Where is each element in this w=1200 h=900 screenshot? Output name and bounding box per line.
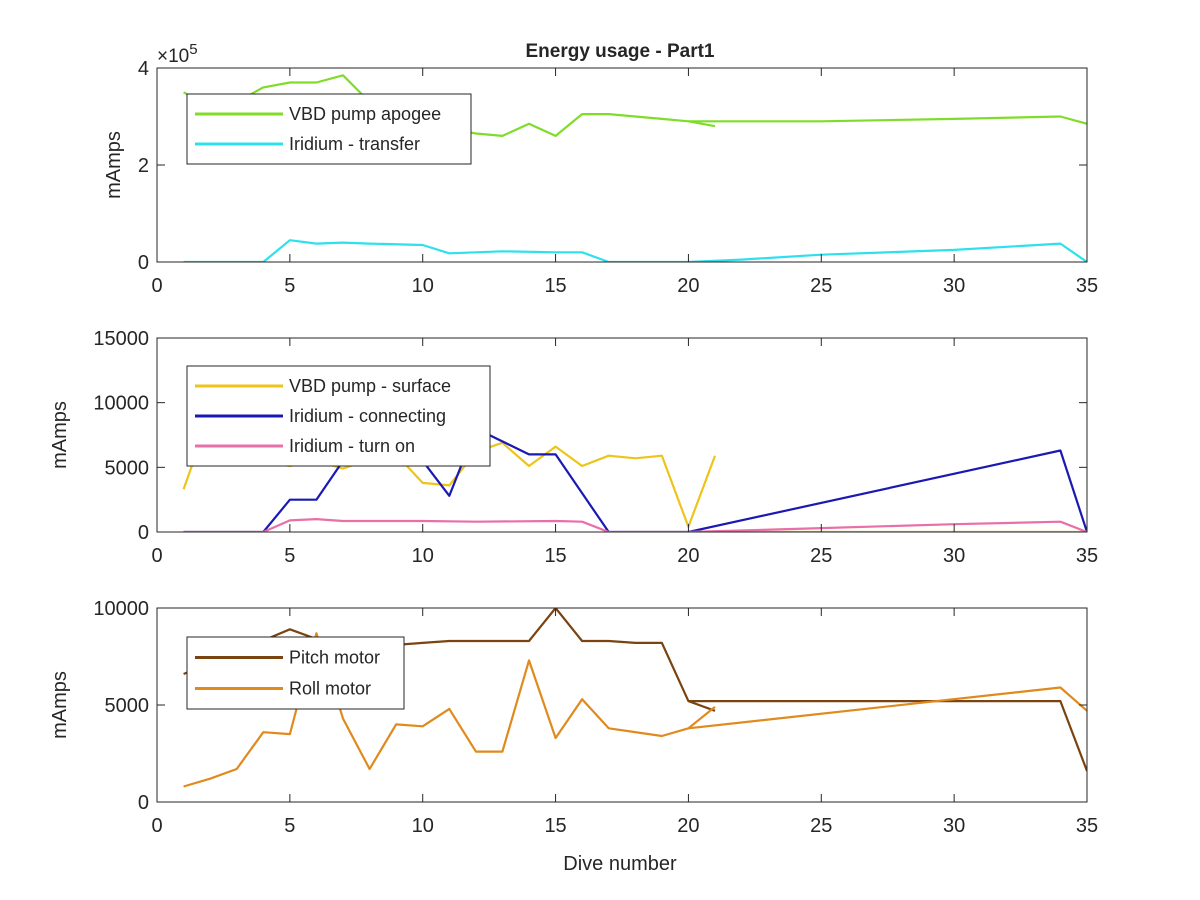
x-tick-label: 20 bbox=[677, 545, 699, 567]
legend-box bbox=[186, 93, 472, 165]
y-exponent-power: 5 bbox=[189, 41, 197, 58]
x-tick-label: 35 bbox=[1076, 815, 1098, 837]
y-axis-label: mAmps bbox=[49, 401, 71, 469]
x-tick-label: 10 bbox=[412, 815, 434, 837]
legend: Pitch motor Roll motor bbox=[186, 636, 405, 710]
x-tick-label: 5 bbox=[284, 275, 295, 297]
y-axis-label: mAmps bbox=[103, 131, 125, 199]
series-line-iridium-turn-on bbox=[183, 517, 1087, 532]
x-tick-label: 25 bbox=[810, 815, 832, 837]
x-tick-label: 20 bbox=[677, 275, 699, 297]
series-line-segment-3 bbox=[688, 686, 1087, 730]
y-tick-label: 0 bbox=[138, 252, 149, 274]
x-tick-label: 15 bbox=[544, 275, 566, 297]
y-tick-label: 0 bbox=[138, 792, 149, 814]
x-tick-label: 10 bbox=[412, 545, 434, 567]
y-tick-label: 4 bbox=[138, 58, 149, 80]
series-line-iridium-transfer bbox=[183, 239, 1087, 262]
series-line-roll-motor bbox=[183, 632, 716, 788]
axes-box bbox=[156, 337, 1088, 533]
legend-label: VBD pump - surface bbox=[289, 376, 451, 396]
y-tick-label: 2 bbox=[138, 155, 149, 177]
x-tick-label: 5 bbox=[284, 545, 295, 567]
series-line-iridium-connecting bbox=[183, 427, 1087, 532]
series-line-segment-1 bbox=[688, 115, 1087, 125]
y-tick-label: 15000 bbox=[93, 328, 149, 350]
legend-box bbox=[186, 636, 405, 710]
x-tick-label: 0 bbox=[151, 545, 162, 567]
legend-label: Pitch motor bbox=[289, 648, 380, 668]
x-tick-label: 5 bbox=[284, 815, 295, 837]
legend-label: Roll motor bbox=[289, 679, 371, 699]
x-axis-label: Dive number bbox=[563, 853, 677, 875]
x-tick-label: 35 bbox=[1076, 545, 1098, 567]
y-axis-label: mAmps bbox=[49, 671, 71, 739]
series-line-segment-1 bbox=[688, 699, 1087, 772]
axes-panel-3: 0 5 10 15 20 25 30 35 0 5000 10000 mAmps Pitch motor… bbox=[49, 598, 1098, 837]
x-tick-label: 30 bbox=[943, 275, 965, 297]
x-tick-label: 15 bbox=[544, 815, 566, 837]
axes-panel-2: 0 5 10 15 20 25 30 35 0 5000 10000 15000 mAmps VBD pu… bbox=[49, 328, 1098, 567]
figure-title: Energy usage - Part1 bbox=[525, 41, 714, 62]
legend-label: Iridium - turn on bbox=[289, 436, 415, 456]
x-tick-label: 30 bbox=[943, 815, 965, 837]
y-tick-label: 10000 bbox=[93, 393, 149, 415]
x-tick-label: 0 bbox=[151, 275, 162, 297]
x-tick-label: 35 bbox=[1076, 275, 1098, 297]
legend: VBD pump - surface Iridium - connecting Ir… bbox=[186, 365, 491, 467]
x-tick-label: 20 bbox=[677, 815, 699, 837]
x-tick-label: 10 bbox=[412, 275, 434, 297]
y-tick-label: 5000 bbox=[105, 457, 150, 479]
x-tick-label: 25 bbox=[810, 545, 832, 567]
y-tick-label: 5000 bbox=[105, 695, 150, 717]
y-tick-label: 10000 bbox=[93, 598, 149, 620]
x-tick-label: 0 bbox=[151, 815, 162, 837]
x-tick-label: 15 bbox=[544, 545, 566, 567]
x-tick-label: 25 bbox=[810, 275, 832, 297]
y-tick-label: 0 bbox=[138, 522, 149, 544]
legend-label: Iridium - transfer bbox=[289, 134, 420, 154]
legend-label: VBD pump apogee bbox=[289, 104, 441, 124]
legend: VBD pump apogee Iridium - transfer bbox=[186, 93, 472, 165]
legend-label: Iridium - connecting bbox=[289, 406, 446, 426]
x-tick-label: 30 bbox=[943, 545, 965, 567]
